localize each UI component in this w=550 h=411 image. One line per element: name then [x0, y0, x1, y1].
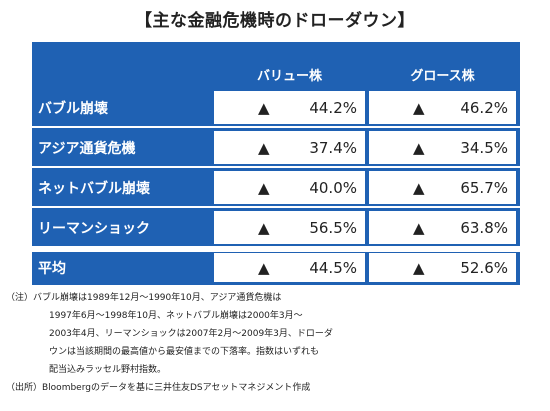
- note-line: 2003年4月、リーマンショックは2007年2月～2009年3月、ドローダ: [49, 329, 333, 339]
- row-separator: [32, 166, 520, 168]
- note-line: 配当込みラッセル野村指数。: [49, 365, 167, 375]
- down-triangle-icon: ▲: [258, 178, 270, 197]
- value-stock-drawdown: 37.4%: [309, 138, 357, 157]
- note-line: 1997年6月～1998年10月、ネットバブル崩壊は2000年3月～: [49, 311, 303, 321]
- growth-stock-cell: ▲ 52.6%: [369, 253, 516, 282]
- row-separator: [32, 206, 520, 208]
- growth-stock-drawdown: 63.8%: [460, 218, 508, 237]
- down-triangle-icon: ▲: [413, 178, 425, 197]
- growth-stock-cell: ▲ 46.2%: [369, 91, 516, 124]
- down-triangle-icon: ▲: [413, 98, 425, 117]
- value-stock-drawdown: 44.2%: [309, 98, 357, 117]
- source-line: （出所）Bloombergのデータを基に三井住友DSアセットマネジメント作成: [6, 383, 311, 393]
- down-triangle-icon: ▲: [413, 138, 425, 157]
- growth-stock-drawdown: 52.6%: [460, 258, 508, 277]
- down-triangle-icon: ▲: [258, 138, 270, 157]
- row-label-dotcom-bubble: ネットバブル崩壊: [38, 180, 150, 197]
- value-stock-cell: ▲ 44.2%: [214, 91, 365, 124]
- growth-stock-cell: ▲ 63.8%: [369, 211, 516, 244]
- value-stock-cell: ▲ 37.4%: [214, 131, 365, 164]
- drawdown-table: バリュー株 グロース株 バブル崩壊 ▲ 44.2% ▲ 46.2% アジア通貨危…: [32, 42, 520, 285]
- down-triangle-icon: ▲: [258, 218, 270, 237]
- value-stock-cell: ▲ 56.5%: [214, 211, 365, 244]
- average-row-separator: [32, 246, 520, 252]
- note-line: （注）バブル崩壊は1989年12月～1990年10月、アジア通貨危機は: [6, 293, 282, 303]
- value-stock-drawdown: 40.0%: [309, 178, 357, 197]
- value-stock-drawdown: 56.5%: [309, 218, 357, 237]
- header-value-stocks: バリュー株: [256, 68, 322, 84]
- row-label-bubble-collapse: バブル崩壊: [38, 100, 108, 117]
- growth-stock-drawdown: 34.5%: [460, 138, 508, 157]
- down-triangle-icon: ▲: [258, 98, 270, 117]
- row-separator: [32, 126, 520, 128]
- down-triangle-icon: ▲: [413, 218, 425, 237]
- value-stock-drawdown: 44.5%: [309, 258, 357, 277]
- growth-stock-drawdown: 65.7%: [460, 178, 508, 197]
- growth-stock-cell: ▲ 65.7%: [369, 171, 516, 204]
- row-label-asian-currency-crisis: アジア通貨危機: [38, 140, 136, 157]
- header-growth-stocks: グロース株: [410, 68, 475, 84]
- row-label-lehman-shock: リーマンショック: [38, 220, 150, 237]
- row-label-average: 平均: [38, 260, 66, 277]
- footnotes: （注）バブル崩壊は1989年12月～1990年10月、アジア通貨危機は 1997…: [0, 289, 550, 397]
- value-stock-cell: ▲ 44.5%: [214, 253, 365, 282]
- growth-stock-cell: ▲ 34.5%: [369, 131, 516, 164]
- growth-stock-drawdown: 46.2%: [460, 98, 508, 117]
- down-triangle-icon: ▲: [258, 258, 270, 277]
- note-line: ウンは当該期間の最高値から最安値までの下落率。指数はいずれも: [49, 347, 320, 357]
- page-title: 【主な金融危機時のドローダウン】: [135, 11, 415, 31]
- value-stock-cell: ▲ 40.0%: [214, 171, 365, 204]
- down-triangle-icon: ▲: [413, 258, 425, 277]
